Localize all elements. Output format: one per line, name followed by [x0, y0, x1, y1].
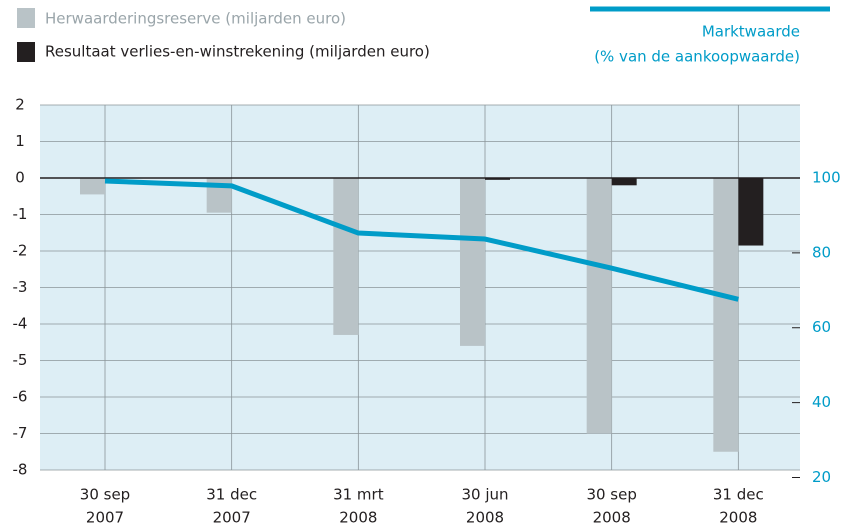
y-tick-label: -8	[13, 461, 28, 479]
x-tick-label: 2007	[86, 509, 124, 527]
legend-label: Resultaat verlies-en-winstrekening (milj…	[45, 43, 430, 61]
x-tick-label: 31 mrt	[333, 486, 384, 504]
y-tick-label: 0	[15, 169, 25, 187]
y2-axis-label: (% van de aankoopwaarde)	[594, 48, 800, 66]
bar	[485, 178, 510, 180]
x-tick-label: 2008	[719, 509, 757, 527]
legend-swatch	[17, 42, 35, 62]
y-tick-label: -4	[13, 315, 28, 333]
x-tick-label: 30 jun	[461, 486, 508, 504]
x-tick-label: 30 sep	[80, 486, 130, 504]
legend-swatch	[17, 8, 35, 28]
y-tick-label: -6	[13, 388, 28, 406]
bar	[738, 178, 764, 246]
y2-tick-label: 80	[812, 243, 831, 261]
bar	[80, 178, 105, 195]
x-tick-label: 2007	[213, 509, 251, 527]
x-tick-label: 31 dec	[206, 486, 257, 504]
x-tick-label: 2008	[466, 509, 504, 527]
bar	[713, 178, 739, 452]
y2-tick-label: 100	[812, 169, 841, 187]
legend-label: Herwaarderingsreserve (miljarden euro)	[45, 10, 346, 28]
y-tick-label: 1	[15, 132, 25, 150]
y-tick-label: -1	[13, 205, 28, 223]
y-tick-label: -2	[13, 242, 28, 260]
line	[104, 178, 739, 302]
x-tick-label: 2008	[593, 509, 631, 527]
bar	[460, 178, 485, 346]
y2-tick-label: 60	[812, 318, 831, 336]
y2-tick-label: 40	[812, 393, 831, 411]
y-tick-label: -3	[13, 278, 28, 296]
legend-label: Marktwaarde	[702, 23, 800, 41]
y2-tick-label: 20	[812, 468, 831, 486]
bar	[611, 178, 637, 186]
x-tick-label: 2008	[339, 509, 377, 527]
x-tick-label: 31 dec	[713, 486, 764, 504]
y-tick-label: -5	[13, 351, 28, 369]
y-tick-label: 2	[15, 96, 25, 114]
x-tick-label: 30 sep	[586, 486, 636, 504]
bar	[333, 178, 359, 335]
y-tick-label: -7	[13, 424, 28, 442]
bar	[586, 178, 612, 434]
